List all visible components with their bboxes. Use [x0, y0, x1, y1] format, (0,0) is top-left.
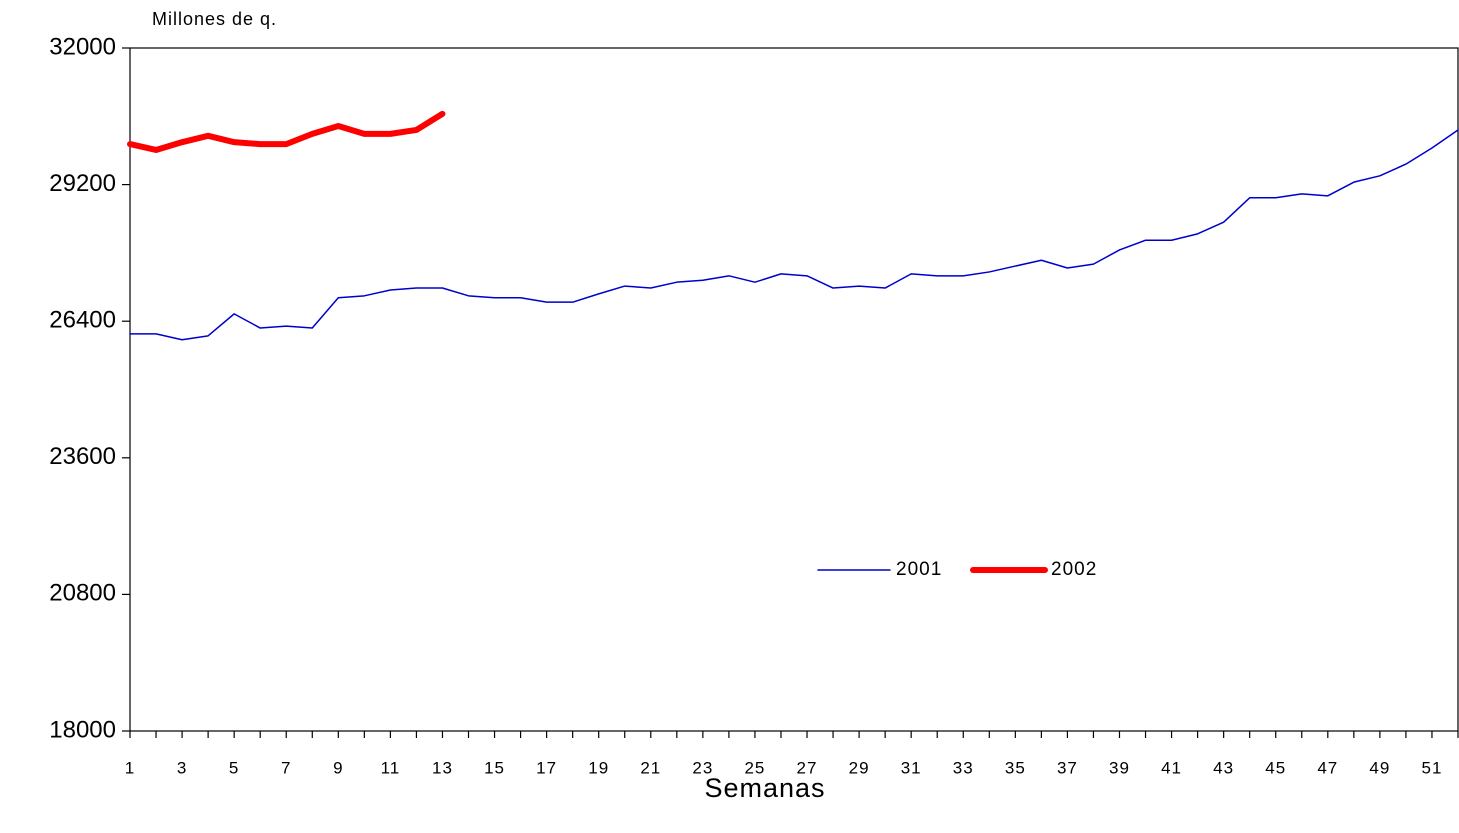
y-tick-label: 23600 [49, 443, 116, 470]
x-tick-label: 31 [901, 758, 922, 777]
x-tick-label: 15 [484, 758, 505, 777]
x-tick-label: 21 [640, 758, 661, 777]
x-tick-label: 43 [1213, 758, 1234, 777]
x-tick-label: 47 [1317, 758, 1338, 777]
x-tick-label: 3 [177, 758, 187, 777]
x-tick-label: 9 [333, 758, 343, 777]
x-tick-label: 33 [953, 758, 974, 777]
x-tick-label: 45 [1265, 758, 1286, 777]
y-tick-label: 18000 [49, 716, 116, 743]
legend-label: 2001 [896, 559, 942, 580]
plot-frame [129, 47, 1459, 732]
series-line [127, 110, 446, 153]
y-tick-label: 29200 [49, 170, 116, 197]
y-tick-label: 32000 [49, 33, 116, 60]
x-tick-label: 37 [1057, 758, 1078, 777]
x-tick-label: 1 [125, 758, 135, 777]
x-tick-label: 5 [229, 758, 239, 777]
x-axis-label: Semanas [704, 773, 825, 803]
x-tick-label: 49 [1369, 758, 1390, 777]
series-line [129, 129, 1459, 341]
x-tick-label: 39 [1109, 758, 1130, 777]
x-tick-label: 13 [432, 758, 453, 777]
x-tick-label: 51 [1421, 758, 1442, 777]
y-tick-label: 20800 [49, 580, 116, 607]
y-tick-label: 26400 [49, 307, 116, 334]
x-tick-label: 7 [281, 758, 291, 777]
x-tick-label: 11 [381, 758, 401, 777]
legend-label: 2002 [1051, 559, 1097, 580]
x-tick-label: 25 [744, 758, 765, 777]
x-tick-label: 35 [1005, 758, 1026, 777]
x-tick-label: 23 [692, 758, 713, 777]
x-tick-label: 27 [797, 758, 818, 777]
x-tick-label: 19 [588, 758, 609, 777]
x-tick-label: 17 [536, 758, 557, 777]
y-axis-label: Millones de q. [152, 9, 277, 29]
x-tick-label: 41 [1161, 758, 1182, 777]
x-tick-label: 29 [849, 758, 870, 777]
